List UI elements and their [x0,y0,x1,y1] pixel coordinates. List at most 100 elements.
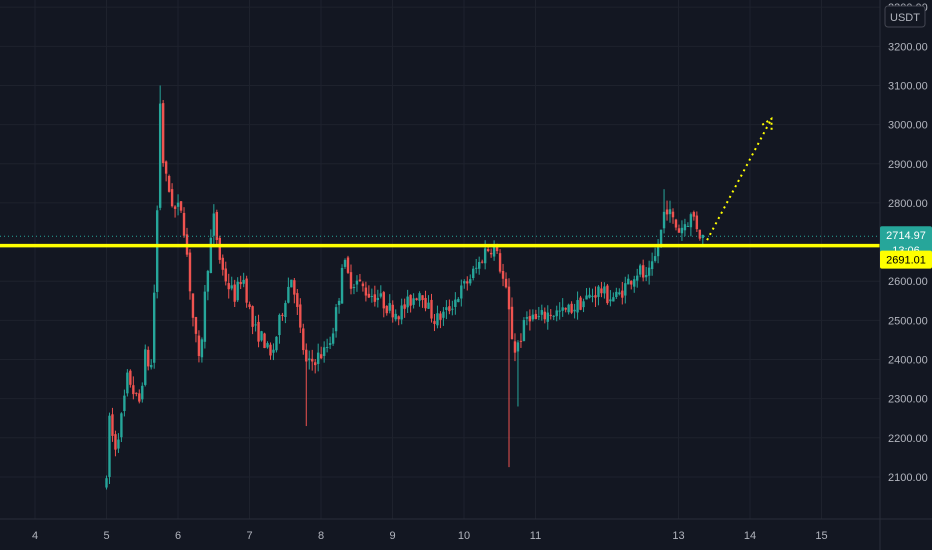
candle-body [495,246,499,252]
candle-body [561,307,564,311]
candle-body [123,395,126,412]
candle-body [218,237,221,260]
time-axis-ticks: 4 5 6 7 8 9 10 11 13 14 15 [32,530,828,542]
candle-body [656,246,660,257]
candle-body [647,267,651,276]
candle-body [454,299,457,307]
candle-body [126,372,129,394]
candle-body [543,311,546,320]
candle-body [406,296,409,308]
price-axis[interactable]: 3300.003200.003100.003000.002900.002800.… [879,0,932,550]
candle-body [674,219,678,228]
candle-body [448,306,451,312]
candle-body [284,303,287,318]
candle-body [138,393,141,402]
candle-body [319,354,323,359]
candle-body [266,343,269,348]
candle-body [415,298,418,300]
candle-body [701,234,705,238]
candle-body [603,286,606,294]
candle-body [466,281,469,284]
candle-body [668,209,672,215]
candle-body [117,439,120,449]
candle-body [361,283,365,287]
candle-body [278,314,281,336]
price-tick-label: 2900.00 [888,159,928,171]
candle-body [516,342,520,352]
candle-body [182,212,186,236]
candle-body [355,280,359,285]
candle-body [436,313,439,326]
candle-body [293,280,296,295]
candle-body [194,317,198,334]
currency-label[interactable]: USDT [884,5,926,28]
candle-body [600,288,603,294]
candle-body [394,313,397,320]
candle-body [630,280,633,285]
time-tick-label: 6 [175,530,181,542]
candle-body [558,310,561,312]
candle-body [242,279,245,284]
candle-body [457,298,460,303]
candle-body [167,175,171,192]
candle-body [391,304,394,318]
candle-body [525,317,529,319]
projection-line [706,118,773,241]
time-tick-label: 15 [815,530,827,542]
candle-body [582,301,585,308]
candle-body [111,414,114,436]
candle-body [677,228,681,233]
candle-body [316,352,320,364]
candle-body [424,297,427,309]
price-tick-label: 2800.00 [888,198,928,210]
candle-body [501,270,505,279]
candle-body [540,310,544,315]
candle-body [588,294,591,298]
candle-body [245,278,248,303]
projection-arrow[interactable] [706,116,773,241]
candle-body [442,311,445,318]
candle-body [343,259,347,267]
candle-body [215,212,219,240]
candle-body [224,268,227,282]
candle-body [230,285,233,289]
time-tick-label: 4 [32,530,38,542]
candle-body [522,320,526,342]
candle-body [188,252,192,292]
candle-body [644,275,648,278]
candle-body [379,293,383,297]
candle-body [164,161,168,174]
candle-body [641,265,645,278]
candle-body [373,294,377,302]
candle-body [248,304,251,308]
candle-body [272,349,275,353]
candle-body [492,244,496,257]
price-tick-label: 2200.00 [888,433,928,445]
candle-body [615,291,618,297]
candle-body [695,215,699,230]
vertical-gridlines [34,0,822,519]
candle-body [105,478,108,488]
candle-body [475,267,478,269]
candle-body [311,358,314,362]
candle-body [367,293,371,298]
price-tick-label: 2100.00 [888,472,928,484]
time-tick-label: 13 [672,530,684,542]
candle-body [469,279,472,284]
candle-body [382,292,385,309]
candle-body [609,299,612,302]
candle-body [650,261,654,270]
time-axis[interactable]: 4 5 6 7 8 9 10 11 13 14 15 [0,518,932,542]
candle-body [325,346,329,348]
candle-body [537,316,541,318]
candle-body [621,290,624,298]
candle-body [430,299,433,319]
candle-body [275,336,278,351]
candle-body [513,341,517,353]
candle-body [579,297,582,310]
candle-body [585,295,588,300]
candle-body [233,284,236,302]
